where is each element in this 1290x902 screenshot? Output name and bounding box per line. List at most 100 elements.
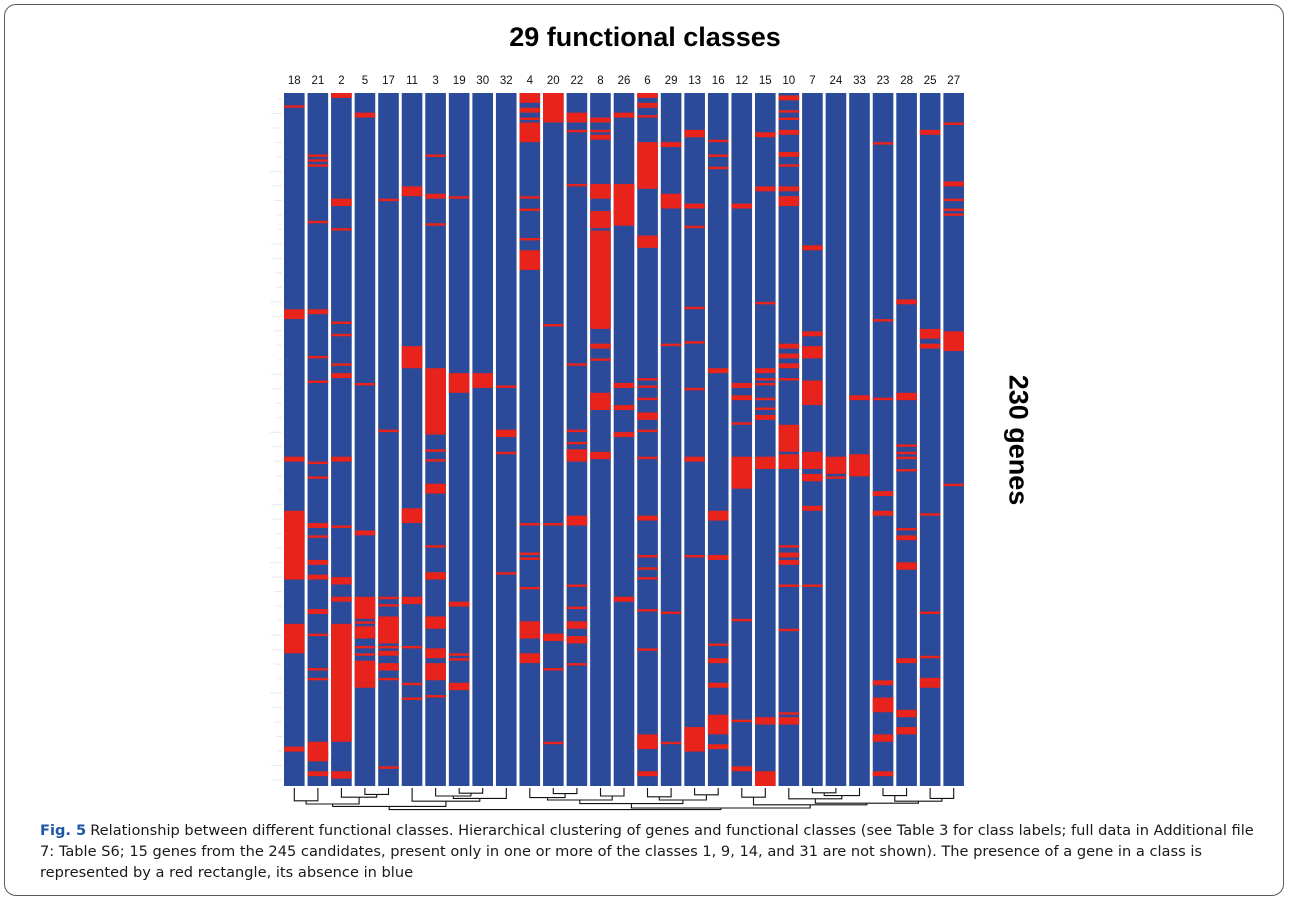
presence-cell bbox=[637, 771, 658, 777]
presence-cell bbox=[566, 112, 588, 123]
column-label-26: 26 bbox=[618, 75, 631, 87]
presence-cell bbox=[755, 382, 776, 386]
presence-cell bbox=[778, 129, 800, 135]
presence-cell bbox=[307, 461, 329, 465]
presence-cell bbox=[307, 535, 329, 538]
presence-cell bbox=[566, 441, 588, 445]
absent-cell bbox=[472, 93, 493, 786]
presence-cell bbox=[896, 299, 917, 305]
presence-cell bbox=[354, 626, 376, 639]
presence-cell bbox=[778, 117, 800, 121]
column-label-21: 21 bbox=[312, 75, 325, 87]
presence-cell bbox=[378, 429, 399, 433]
absent-cell bbox=[872, 93, 894, 786]
presence-cell bbox=[896, 468, 917, 472]
class-column-7 bbox=[802, 93, 823, 786]
presence-cell bbox=[590, 117, 611, 123]
presence-cell bbox=[448, 373, 470, 393]
presence-cell bbox=[684, 341, 705, 344]
presence-cell bbox=[331, 333, 352, 337]
presence-cell bbox=[448, 601, 470, 607]
presence-cell bbox=[425, 449, 446, 452]
presence-cell bbox=[543, 741, 564, 745]
dendrogram-branch bbox=[529, 788, 566, 799]
column-label-7: 7 bbox=[809, 75, 815, 87]
presence-cell bbox=[307, 523, 329, 528]
presence-cell bbox=[354, 621, 376, 624]
presence-cell bbox=[896, 527, 917, 531]
presence-cell bbox=[307, 751, 329, 757]
absent-cell bbox=[566, 93, 588, 786]
presence-cell bbox=[307, 220, 329, 224]
presence-cell bbox=[778, 378, 800, 381]
presence-cell bbox=[637, 412, 658, 420]
presence-cell bbox=[731, 618, 753, 622]
column-label-32: 32 bbox=[500, 75, 513, 87]
dendrogram-branch bbox=[811, 788, 837, 794]
presence-cell bbox=[778, 164, 800, 167]
presence-cell bbox=[872, 142, 894, 145]
presence-cell bbox=[284, 309, 305, 320]
presence-cell bbox=[755, 717, 776, 725]
presence-cell bbox=[707, 166, 729, 170]
presence-cell bbox=[425, 483, 446, 494]
presence-cell bbox=[378, 645, 399, 649]
presence-cell bbox=[637, 555, 658, 558]
presence-cell bbox=[684, 387, 705, 391]
presence-cell bbox=[284, 510, 305, 580]
presence-cell bbox=[519, 586, 541, 590]
presence-cell bbox=[660, 193, 682, 209]
presence-cell bbox=[495, 572, 517, 575]
presence-cell bbox=[778, 363, 800, 369]
class-column-15 bbox=[755, 93, 776, 786]
presence-cell bbox=[566, 515, 588, 526]
presence-cell bbox=[543, 523, 564, 526]
presence-cell bbox=[519, 237, 541, 241]
absent-cell bbox=[825, 93, 847, 786]
class-column-4 bbox=[519, 93, 541, 786]
presence-cell bbox=[331, 228, 352, 231]
presence-cell bbox=[802, 505, 823, 511]
presence-cell bbox=[401, 645, 423, 649]
presence-cell bbox=[637, 102, 658, 106]
absent-cell bbox=[684, 93, 705, 786]
presence-cell bbox=[778, 196, 800, 207]
class-column-28 bbox=[896, 93, 917, 786]
presence-cell bbox=[778, 552, 800, 558]
presence-cell bbox=[731, 395, 753, 401]
presence-cell bbox=[543, 324, 564, 327]
presence-cell bbox=[331, 771, 352, 779]
presence-cell bbox=[354, 382, 376, 386]
presence-cell bbox=[425, 677, 446, 681]
presence-cell bbox=[872, 510, 894, 516]
column-label-3: 3 bbox=[432, 75, 438, 87]
presence-cell bbox=[896, 709, 917, 718]
presence-cell bbox=[896, 444, 917, 447]
presence-cell bbox=[354, 645, 376, 649]
presence-cell bbox=[425, 572, 446, 580]
presence-cell bbox=[401, 346, 423, 369]
presence-cell bbox=[425, 459, 446, 462]
presence-cell bbox=[919, 343, 941, 349]
absent-cell bbox=[755, 93, 776, 786]
class-column-18 bbox=[284, 93, 305, 786]
class-column-20 bbox=[543, 93, 564, 786]
presence-cell bbox=[613, 183, 635, 226]
presence-cell bbox=[307, 380, 329, 383]
dendrogram-branch bbox=[340, 788, 378, 798]
presence-cell bbox=[731, 422, 753, 425]
presence-cell bbox=[778, 712, 800, 715]
presence-cell bbox=[778, 424, 800, 452]
presence-cell bbox=[802, 346, 823, 359]
absent-cell bbox=[378, 93, 399, 786]
presence-cell bbox=[919, 682, 941, 688]
presence-cell bbox=[425, 368, 446, 433]
presence-cell bbox=[284, 623, 305, 654]
presence-cell bbox=[755, 407, 776, 411]
column-label-24: 24 bbox=[830, 75, 843, 87]
presence-cell bbox=[755, 132, 776, 138]
presence-cell bbox=[401, 697, 423, 700]
presence-cell bbox=[802, 584, 823, 587]
absent-cell bbox=[307, 93, 329, 786]
dendrogram-branch bbox=[929, 788, 955, 799]
